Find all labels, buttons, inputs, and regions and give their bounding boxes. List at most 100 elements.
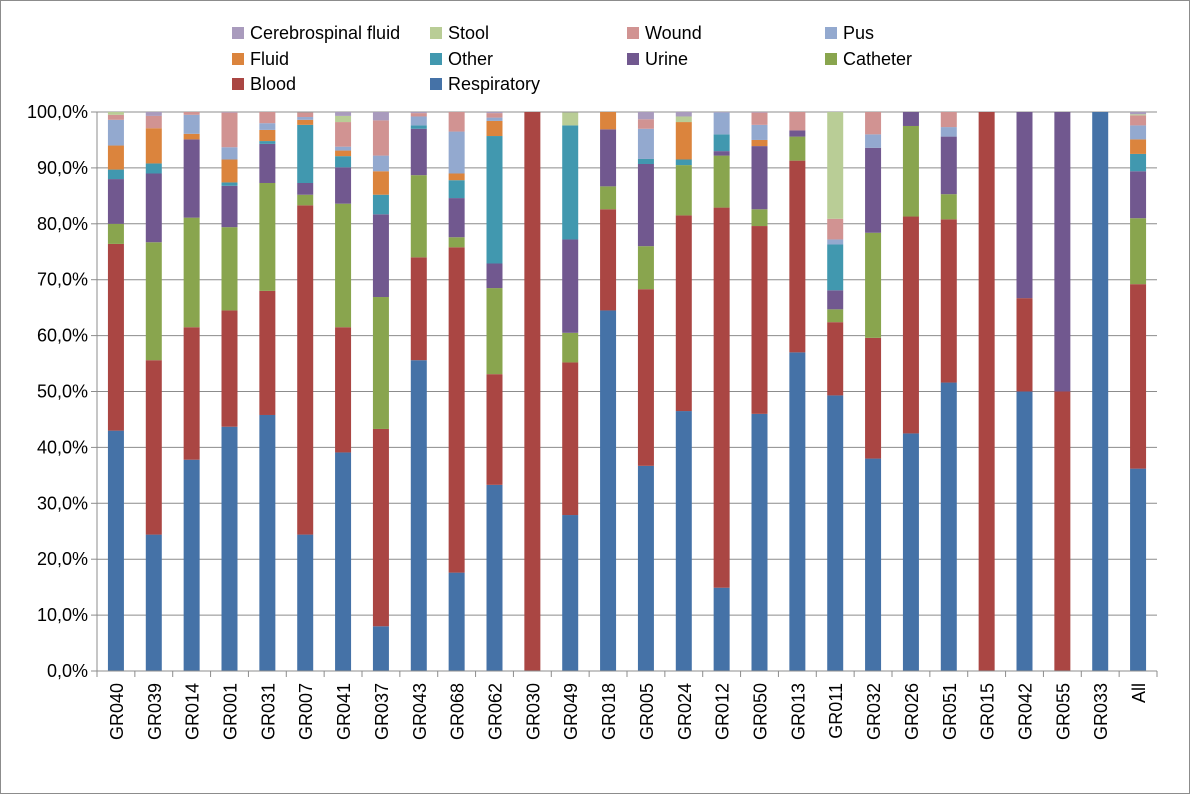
bar-segment-fluid <box>600 112 617 130</box>
y-tick-labels: 0,0% 10,0% 20,0% 30,0% 40,0% 50,0% 60,0% 70,0% 8… <box>27 102 88 681</box>
gridlines <box>97 111 1157 616</box>
bar-segment-blood <box>978 112 995 671</box>
y-tick-label: 30,0% <box>37 493 88 513</box>
bar-segment-fluid <box>335 150 352 157</box>
bar-segment-urine <box>1130 171 1147 219</box>
bar-segment-cerebrospinal-fluid <box>675 112 692 117</box>
bar-segment-pus <box>297 117 314 120</box>
bar-segment-blood <box>865 337 882 459</box>
bar-segment-catheter <box>600 186 617 210</box>
bar-segment-pus <box>713 112 730 135</box>
bar-segment-fluid <box>486 120 503 137</box>
bar-segment-stool <box>335 115 352 123</box>
bar-segment-respiratory <box>107 430 124 671</box>
bar-segment-respiratory <box>751 413 768 671</box>
bar-segment-pus <box>865 134 882 148</box>
bar-segment-urine <box>865 147 882 233</box>
y-tick-label: 70,0% <box>37 270 88 290</box>
x-tick-label: GR040 <box>107 683 127 740</box>
bar-segment-other <box>486 136 503 264</box>
legend-item-other: Other <box>430 47 493 71</box>
bar-segment-urine <box>600 129 617 187</box>
bar-segment-cerebrospinal-fluid <box>335 112 352 116</box>
bar-segment-fluid <box>751 139 768 147</box>
bar-segment-cerebrospinal-fluid <box>751 112 768 113</box>
legend-swatch <box>232 78 244 90</box>
bar-segment-stool <box>107 112 124 115</box>
y-tick-label: 40,0% <box>37 437 88 457</box>
legend-swatch <box>627 27 639 39</box>
x-tick-label: GR033 <box>1091 683 1111 740</box>
bar-segment-wound <box>259 112 276 124</box>
bar-segment-wound <box>335 122 352 147</box>
bar-segment-respiratory <box>486 484 503 671</box>
legend-item-fluid: Fluid <box>232 47 289 71</box>
bar-segment-cerebrospinal-fluid <box>713 112 730 113</box>
bar-segment-respiratory <box>259 414 276 671</box>
bar-segment-catheter <box>1130 218 1147 285</box>
bar-segment-fluid <box>259 129 276 142</box>
x-tick-label: GR062 <box>486 683 506 740</box>
bar-segment-catheter <box>902 125 919 217</box>
bar-segment-blood <box>600 209 617 311</box>
legend-label: Catheter <box>843 48 913 69</box>
bar-segment-respiratory <box>448 572 465 671</box>
bar-segment-wound <box>827 218 844 240</box>
bar-segment-respiratory <box>335 452 352 671</box>
bar-segment-blood <box>259 290 276 415</box>
bar-segment-stool <box>827 112 844 219</box>
bar-segment-catheter <box>865 232 882 338</box>
bar-segment-catheter <box>259 182 276 291</box>
bar-segment-catheter <box>751 209 768 227</box>
bar-segment-other <box>335 156 352 168</box>
bar-segment-urine <box>259 143 276 183</box>
bar-segment-wound <box>410 113 427 117</box>
bar-segment-blood <box>486 374 503 485</box>
bar-segment-other <box>1130 153 1147 172</box>
bar-segment-blood <box>827 322 844 396</box>
x-tick-label: GR014 <box>183 683 203 740</box>
bar-segment-urine <box>1016 112 1033 299</box>
bar-segment-respiratory <box>1016 391 1033 671</box>
bar-segment-other <box>713 134 730 152</box>
bar-segment-respiratory <box>902 433 919 671</box>
bar-segment-urine <box>713 151 730 156</box>
bar-segment-respiratory <box>865 458 882 671</box>
bar-segment-catheter <box>410 175 427 258</box>
bar-segment-blood <box>297 205 314 535</box>
bar-segment-urine <box>940 136 957 195</box>
bar-segment-wound <box>448 112 465 132</box>
bar-segment-catheter <box>713 155 730 208</box>
x-tick-label: GR041 <box>334 683 354 740</box>
bar-segment-respiratory <box>637 465 654 671</box>
bar-segment-blood <box>940 219 957 383</box>
x-tick-label: GR039 <box>145 683 165 740</box>
bar-segment-wound <box>145 115 162 129</box>
bar-segment-pus <box>410 116 427 126</box>
legend-label: Cerebrospinal fluid <box>250 22 401 43</box>
legend-item-wound: Wound <box>627 21 702 45</box>
bar-segment-other <box>827 244 844 291</box>
x-tick-label: GR015 <box>978 683 998 740</box>
bar-segment-wound <box>297 112 314 118</box>
bar-segment-blood <box>183 327 200 460</box>
bar-segment-blood <box>372 428 389 627</box>
bar-segment-catheter <box>448 237 465 248</box>
bar-segment-catheter <box>486 288 503 375</box>
bar-segment-catheter <box>827 309 844 323</box>
bar-segment-urine <box>221 185 238 228</box>
y-tick-label: 50,0% <box>37 382 88 402</box>
bar-segment-catheter <box>335 203 352 328</box>
bar-segment-other <box>562 125 579 240</box>
bar-segment-other <box>675 159 692 166</box>
bar-segment-respiratory <box>145 534 162 671</box>
bar-segment-blood <box>524 112 541 671</box>
bar-segment-respiratory <box>562 515 579 671</box>
bar-segment-urine <box>335 167 352 204</box>
bar-segment-cerebrospinal-fluid <box>372 112 389 121</box>
legend-item-stool: Stool <box>430 21 489 45</box>
bar-segment-fluid <box>448 173 465 181</box>
bar-segment-catheter <box>107 223 124 244</box>
bar-segment-cerebrospinal-fluid <box>486 112 503 114</box>
